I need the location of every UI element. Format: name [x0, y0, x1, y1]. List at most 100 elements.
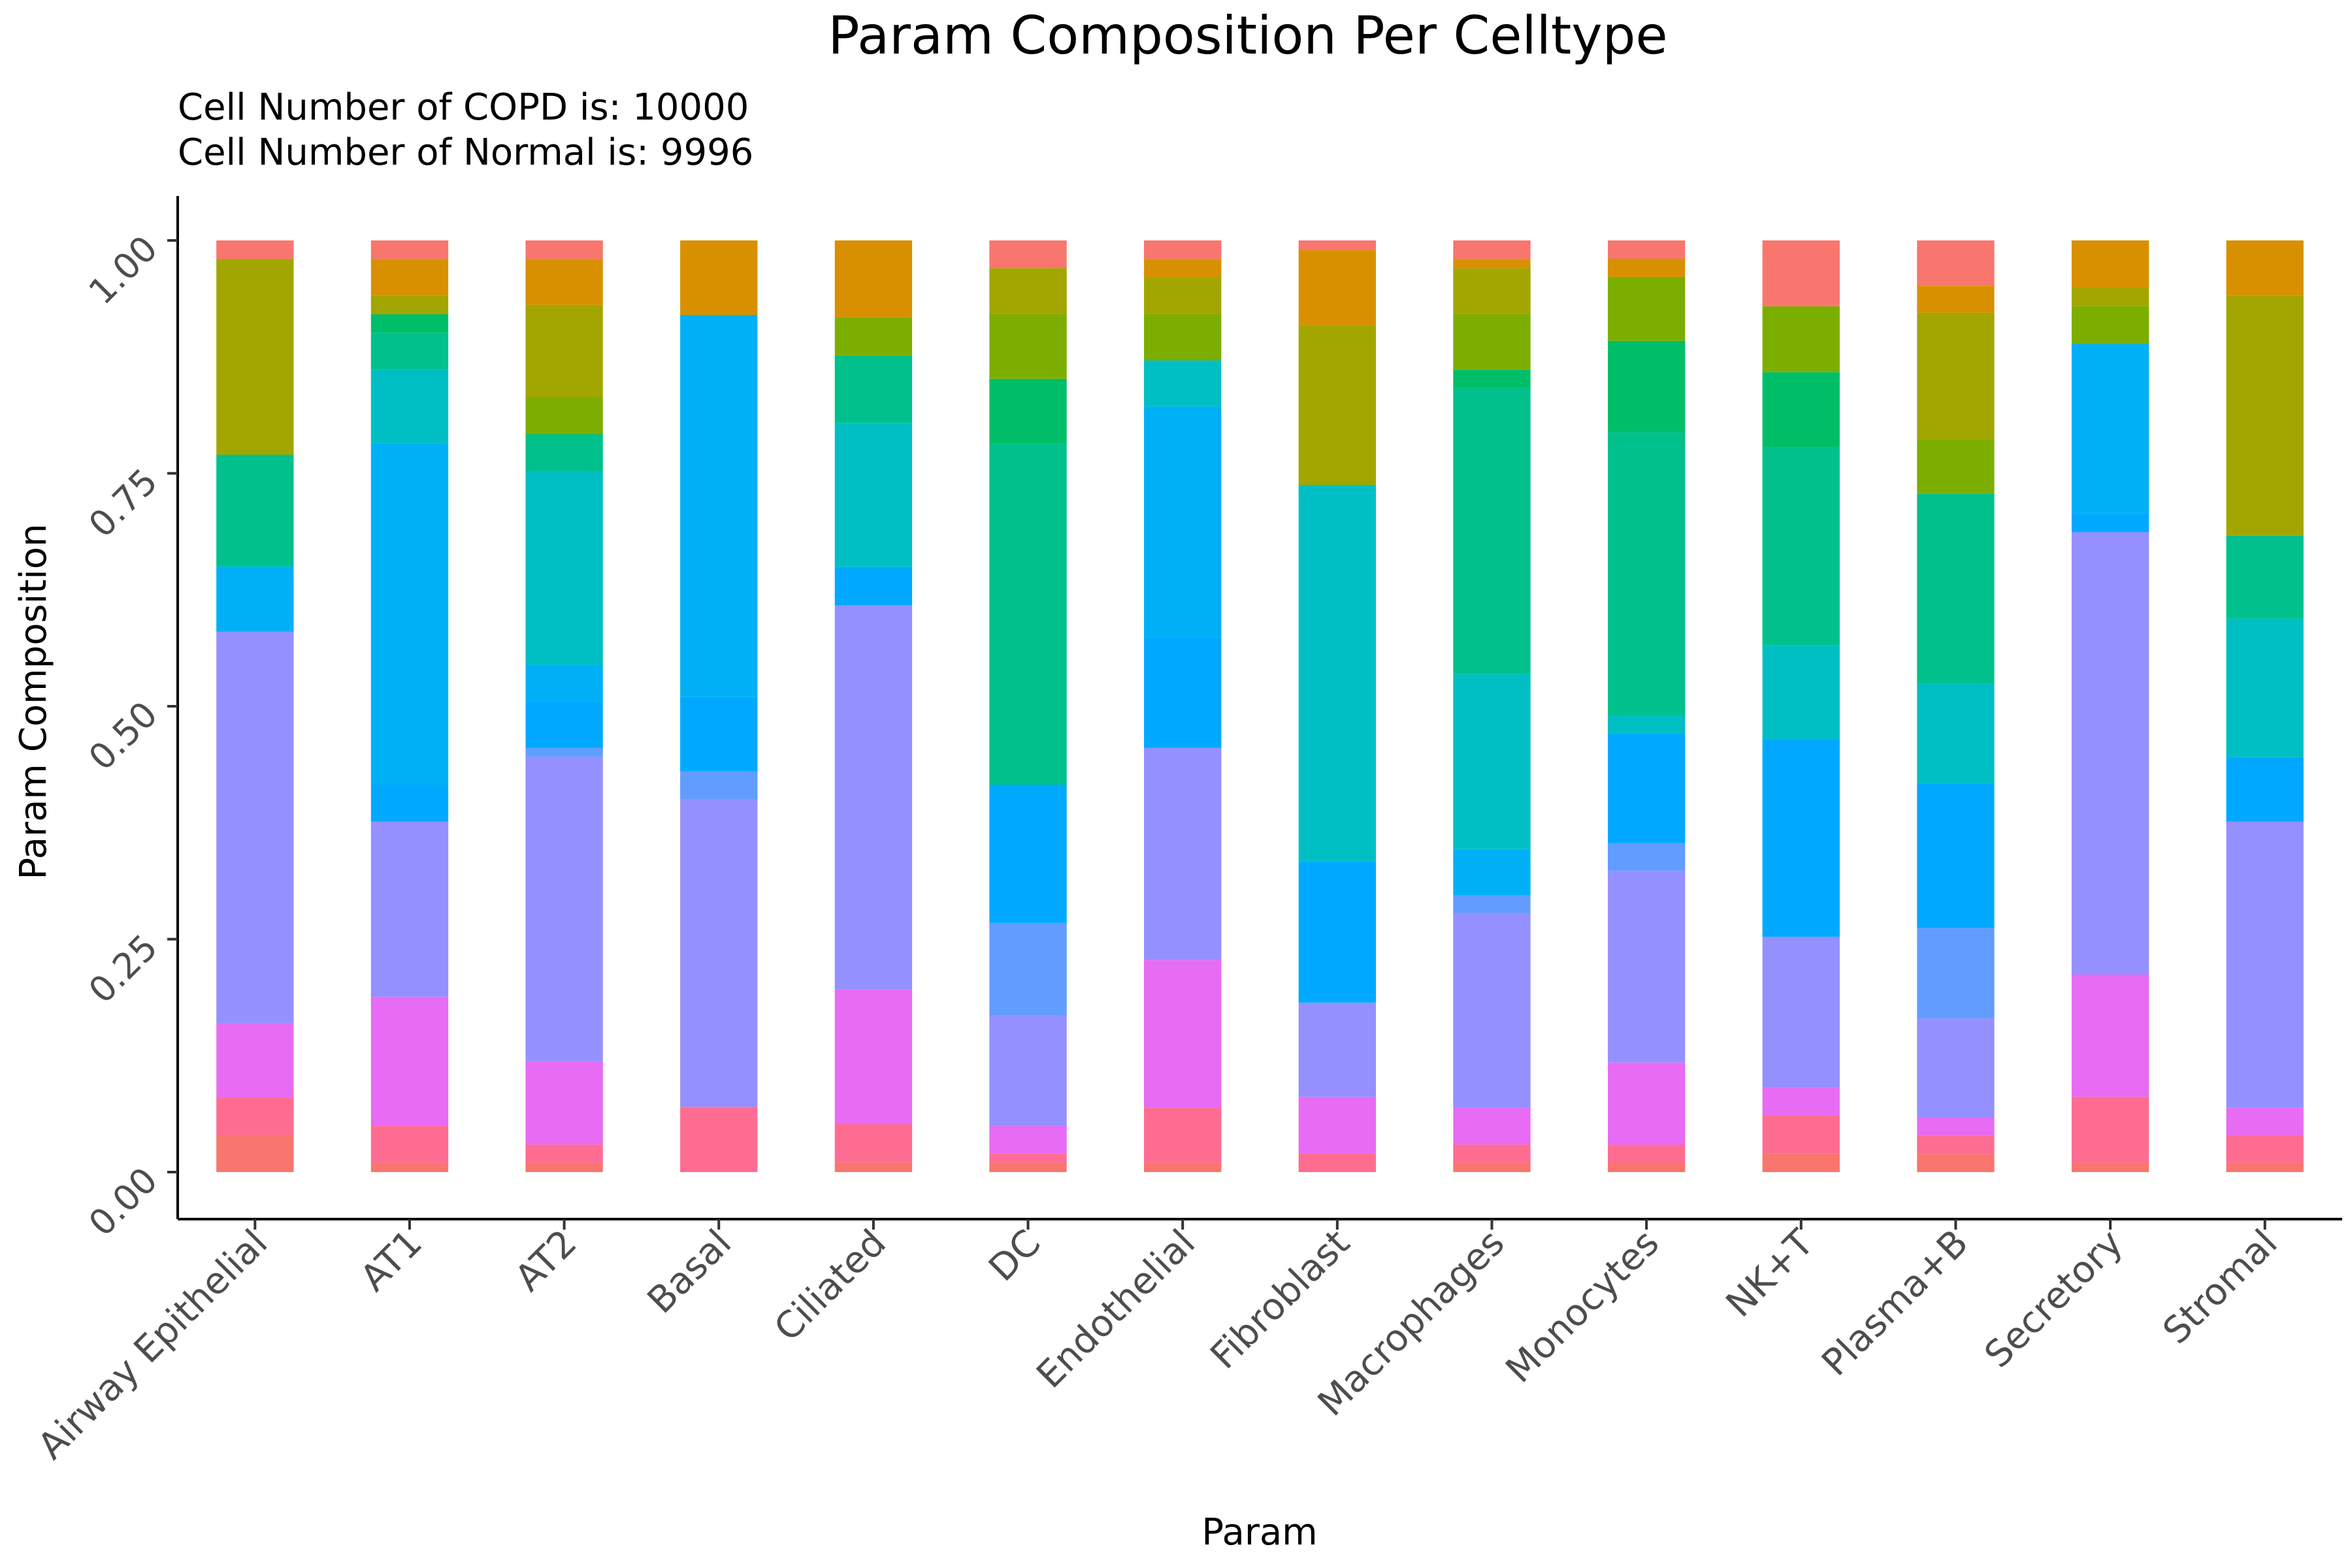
bar-segment [1144, 1107, 1222, 1163]
bar-segment [1917, 928, 1995, 1019]
bar-segment [989, 1162, 1067, 1172]
bar-segment [1453, 268, 1531, 314]
bar-segment [1762, 1087, 1840, 1116]
bar-segment [2071, 974, 2149, 1097]
bar-segment [1607, 258, 1686, 277]
bar-segment [989, 314, 1067, 379]
bar-basal [680, 240, 758, 1172]
bar-segment [1607, 1062, 1686, 1145]
bar-segment [1917, 1135, 1995, 1154]
bar-segment [1453, 387, 1531, 674]
bar-segment [2226, 295, 2304, 536]
bar-segment [1917, 783, 1995, 928]
bar-segment [1607, 276, 1686, 341]
bar-segment [1144, 637, 1222, 748]
bar-segment [525, 1061, 603, 1145]
bar-segment [1453, 1144, 1531, 1163]
bar-segment [1917, 493, 1995, 684]
bar-segment [1144, 960, 1222, 1108]
bar-segment [2226, 1162, 2304, 1172]
bar-segment [216, 454, 294, 567]
bar-segment [680, 1107, 758, 1172]
bar-macrophages [1453, 240, 1531, 1172]
bar-segment [370, 240, 449, 259]
bar-segment [1762, 1153, 1840, 1172]
y-axis-label: Param Composition [12, 524, 55, 880]
bar-segment [1453, 849, 1531, 896]
bar-segment [370, 996, 449, 1126]
bar-segment [370, 295, 449, 314]
bar-segment [1607, 733, 1686, 843]
bar-segment [680, 799, 758, 1107]
bar-segment [1144, 406, 1222, 638]
bar-segment [525, 259, 603, 305]
bar-segment [370, 314, 449, 333]
bar-segment [525, 304, 603, 398]
bar-segment [525, 747, 603, 757]
bar-segment [525, 397, 603, 434]
bar-segment [525, 1144, 603, 1163]
bar-segment [1762, 1115, 1840, 1154]
bar-segment [834, 240, 913, 318]
bar-segment [989, 1015, 1067, 1126]
bar-segment [370, 259, 449, 296]
bar-segment [1298, 240, 1376, 250]
bar-segment [1453, 259, 1531, 269]
bar-segment [2226, 535, 2304, 619]
bar-segment [525, 757, 603, 1062]
bar-segment [834, 317, 913, 356]
bar-segment [1607, 240, 1686, 259]
bar-segment [2071, 306, 2149, 344]
bar-segment [1453, 240, 1531, 259]
bar-segment [1607, 843, 1686, 871]
bar-segment [1298, 1002, 1376, 1097]
bar-at1 [370, 240, 449, 1172]
bar-segment [2226, 821, 2304, 1108]
x-axis-label: Param [1201, 1511, 1317, 1554]
bar-segment [2071, 287, 2149, 306]
bar-segment [1453, 674, 1531, 849]
bar-segment [1607, 870, 1686, 1063]
bar-segment [525, 470, 603, 665]
bar-segment [216, 1134, 294, 1172]
bar-segment [2226, 1107, 2304, 1135]
bar-segment [1298, 861, 1376, 1003]
bar-segment [370, 821, 449, 997]
bar-segment [370, 333, 449, 370]
bar-segment [989, 378, 1067, 444]
bar-segment [1917, 1018, 1995, 1118]
bar-segment [2226, 240, 2304, 296]
bar-segment [1917, 240, 1995, 286]
bar-segment [216, 1097, 294, 1135]
bar-segment [1917, 683, 1995, 783]
bar-segment [834, 355, 913, 423]
bar-at2 [525, 240, 603, 1172]
chart-subtitle-line-2: Cell Number of Normal is: 9996 [178, 131, 753, 174]
bar-dc [989, 240, 1067, 1172]
bar-segment [989, 923, 1067, 1015]
bar-segment [216, 259, 294, 455]
bar-segment [2071, 532, 2149, 975]
bar-segment [216, 240, 294, 259]
bar-segment [1762, 447, 1840, 645]
bar-segment [1917, 286, 1995, 313]
bar-segment [834, 605, 913, 990]
bar-segment [1762, 306, 1840, 372]
bar-segment [525, 240, 603, 259]
bar-segment [525, 434, 603, 471]
bar-stromal [2226, 240, 2304, 1172]
bar-segment [525, 701, 603, 748]
bar-segment [1298, 325, 1376, 485]
bar-segment [989, 268, 1067, 314]
bar-segment [216, 566, 294, 632]
bar-segment [680, 696, 758, 772]
bar-segment [834, 423, 913, 567]
bar-segment [989, 1153, 1067, 1163]
bar-segment [1762, 372, 1840, 448]
bar-segment [834, 1124, 913, 1163]
bar-segment [2071, 240, 2149, 288]
bar-segment [1607, 340, 1686, 433]
bar-segment [680, 315, 758, 697]
bar-segment [1762, 240, 1840, 306]
bar-segment [989, 785, 1067, 923]
